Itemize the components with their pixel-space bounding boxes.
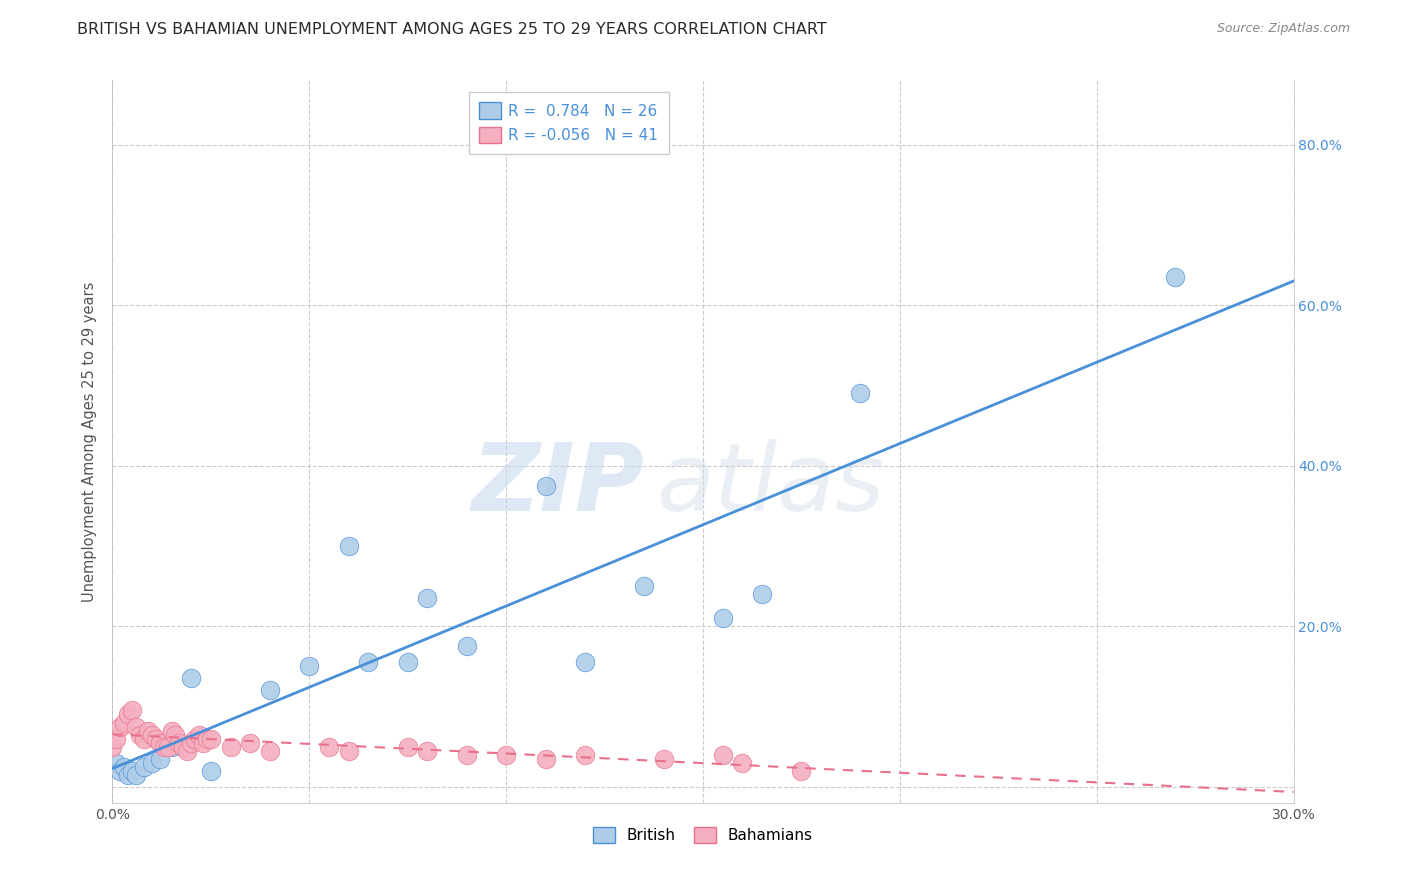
Point — [456, 747, 478, 762]
Point — [396, 739, 419, 754]
Point — [396, 655, 419, 669]
Point — [125, 767, 148, 781]
Point — [136, 723, 159, 738]
Point — [117, 707, 139, 722]
Point — [298, 659, 321, 673]
Point — [156, 739, 179, 754]
Point — [259, 683, 281, 698]
Point — [110, 719, 132, 733]
Point — [633, 579, 655, 593]
Point — [105, 731, 128, 746]
Point — [121, 764, 143, 778]
Point — [141, 728, 163, 742]
Point — [105, 756, 128, 770]
Point — [172, 739, 194, 754]
Point — [152, 739, 174, 754]
Text: ZIP: ZIP — [471, 439, 644, 531]
Text: atlas: atlas — [655, 440, 884, 531]
Point — [751, 587, 773, 601]
Point — [160, 739, 183, 754]
Point — [337, 744, 360, 758]
Point — [195, 731, 218, 746]
Point — [357, 655, 380, 669]
Point — [110, 764, 132, 778]
Point — [318, 739, 340, 754]
Point — [160, 723, 183, 738]
Point — [191, 735, 214, 749]
Point — [849, 386, 872, 401]
Y-axis label: Unemployment Among Ages 25 to 29 years: Unemployment Among Ages 25 to 29 years — [82, 281, 97, 602]
Point — [1164, 269, 1187, 284]
Point — [129, 728, 152, 742]
Point — [184, 731, 207, 746]
Point — [101, 739, 124, 754]
Point — [200, 764, 222, 778]
Point — [259, 744, 281, 758]
Point — [534, 751, 557, 765]
Text: BRITISH VS BAHAMIAN UNEMPLOYMENT AMONG AGES 25 TO 29 YEARS CORRELATION CHART: BRITISH VS BAHAMIAN UNEMPLOYMENT AMONG A… — [77, 22, 827, 37]
Point — [169, 735, 191, 749]
Point — [132, 731, 155, 746]
Point — [121, 703, 143, 717]
Point — [112, 715, 135, 730]
Point — [165, 728, 187, 742]
Point — [239, 735, 262, 749]
Point — [200, 731, 222, 746]
Point — [149, 735, 172, 749]
Point — [416, 591, 439, 606]
Point — [790, 764, 813, 778]
Point — [574, 655, 596, 669]
Point — [534, 478, 557, 492]
Point — [456, 639, 478, 653]
Point — [219, 739, 242, 754]
Text: Source: ZipAtlas.com: Source: ZipAtlas.com — [1216, 22, 1350, 36]
Point — [132, 760, 155, 774]
Point — [176, 744, 198, 758]
Legend: British, Bahamians: British, Bahamians — [588, 821, 818, 849]
Point — [188, 728, 211, 742]
Point — [495, 747, 517, 762]
Point — [125, 719, 148, 733]
Point — [112, 760, 135, 774]
Point — [149, 751, 172, 765]
Point — [337, 539, 360, 553]
Point — [574, 747, 596, 762]
Point — [652, 751, 675, 765]
Point — [711, 611, 734, 625]
Point — [731, 756, 754, 770]
Point — [180, 671, 202, 685]
Point — [180, 735, 202, 749]
Point — [416, 744, 439, 758]
Point — [711, 747, 734, 762]
Point — [145, 731, 167, 746]
Point — [117, 767, 139, 781]
Point — [141, 756, 163, 770]
